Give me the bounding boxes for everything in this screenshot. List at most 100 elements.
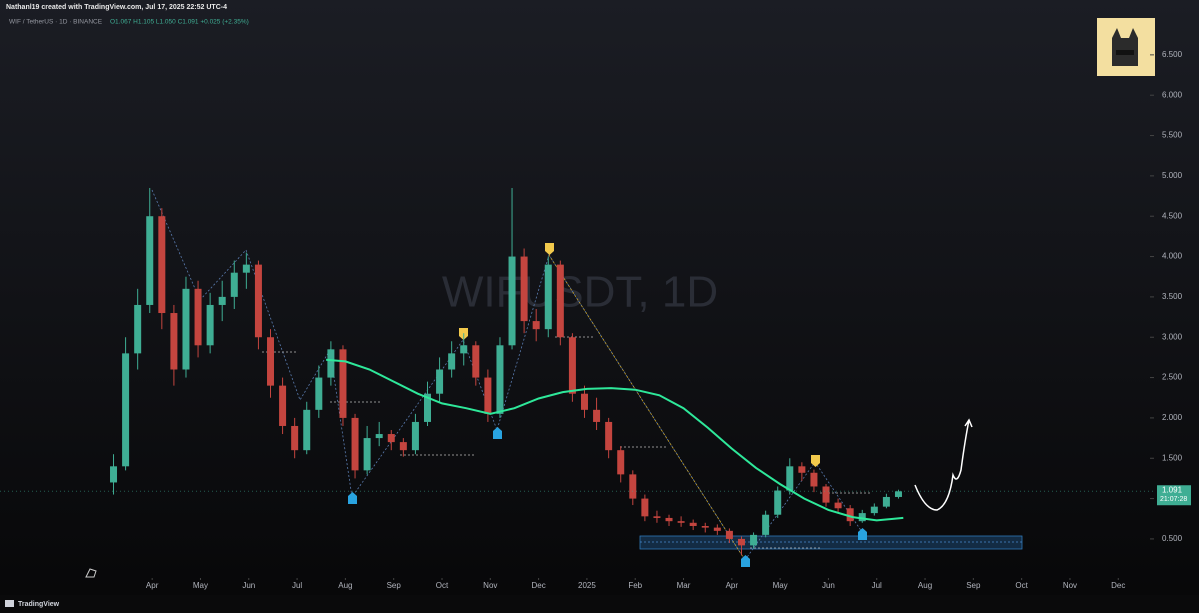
candle-body <box>556 264 564 338</box>
x-tick-label: May <box>193 581 208 590</box>
candle-body <box>291 425 299 451</box>
candle-body <box>810 472 818 487</box>
avatar <box>1097 18 1155 76</box>
candle-body <box>110 466 118 483</box>
y-tick-label: 4.000 <box>1162 252 1183 261</box>
candle-body <box>508 256 516 346</box>
symbol: WIF / TetherUS · 1D · BINANCE <box>9 19 103 26</box>
candle-body <box>351 417 359 471</box>
x-tick-label: Sep <box>387 581 402 590</box>
x-tick-label: Sep <box>966 581 981 590</box>
candle-body <box>882 496 890 507</box>
candle-body <box>206 304 214 346</box>
x-tick-label: Aug <box>338 581 352 590</box>
x-tick-label: Mar <box>677 581 691 590</box>
y-tick-label: 5.500 <box>1162 131 1183 140</box>
footer-logo: TradingView <box>18 601 60 608</box>
y-tick-label: 6.500 <box>1162 50 1183 59</box>
x-tick-label: Jun <box>242 581 255 590</box>
candle-body <box>605 421 613 451</box>
candle-body <box>315 377 323 410</box>
candle-body <box>617 450 625 475</box>
candle-body <box>472 345 480 378</box>
y-tick-label: 4.500 <box>1162 211 1183 220</box>
candle-body <box>230 272 238 297</box>
candle-body <box>182 288 190 370</box>
candle-body <box>122 353 130 467</box>
candle-body <box>846 508 854 522</box>
watermark: WIFUSDT, 1D <box>442 268 718 317</box>
y-tick-label: 3.000 <box>1162 332 1183 341</box>
candle-body <box>774 490 782 515</box>
candle-body <box>894 491 902 497</box>
y-tick-label: 2.000 <box>1162 413 1183 422</box>
y-tick-label: 0.500 <box>1162 534 1183 543</box>
last-price-tag <box>1157 485 1191 506</box>
candle-body <box>822 486 830 503</box>
candle-body <box>568 337 576 394</box>
candle-body <box>713 527 721 531</box>
x-tick-label: Apr <box>726 581 739 590</box>
candle-body <box>339 349 347 418</box>
y-tick-label: 5.000 <box>1162 171 1183 180</box>
candle-body <box>689 522 697 527</box>
projection-arrow <box>914 418 973 511</box>
candle-body <box>544 264 552 330</box>
dog-icon <box>85 568 97 578</box>
signal-markers <box>348 243 867 567</box>
candle-body <box>665 517 673 522</box>
candle-body <box>158 216 166 314</box>
candle-body <box>484 377 492 414</box>
candle-body <box>496 345 504 414</box>
candle-body <box>254 264 262 338</box>
last-price-label: 1.091 <box>1162 485 1183 494</box>
candle-body <box>653 516 661 518</box>
candle-body <box>870 506 878 514</box>
author-line: Nathanl19 created with TradingView.com, … <box>6 4 227 11</box>
x-tick-label: Jun <box>822 581 835 590</box>
candle-body <box>146 216 154 305</box>
candle-body <box>858 513 866 522</box>
candle-body <box>134 304 142 354</box>
candle-body <box>580 393 588 410</box>
candle-body <box>218 296 226 305</box>
x-tick-label: Nov <box>1063 581 1077 590</box>
candle-body <box>436 369 444 394</box>
plot: 0.5001.0001.5002.0002.5003.0003.5004.000… <box>0 50 1191 590</box>
x-tick-label: Oct <box>436 581 449 590</box>
candle-body <box>701 526 709 528</box>
candle-body <box>629 474 637 499</box>
candle-body <box>725 530 733 539</box>
candle-body <box>737 538 745 546</box>
candle-body <box>834 502 842 509</box>
candle-body <box>424 393 431 422</box>
candle-body <box>327 349 335 378</box>
x-tick-label: Dec <box>1111 581 1125 590</box>
x-tick-label: Nov <box>483 581 497 590</box>
candle-body <box>375 434 383 439</box>
candle-body <box>593 409 601 422</box>
x-tick-label: Jul <box>872 581 882 590</box>
x-tick-label: Jul <box>292 581 302 590</box>
annotations <box>151 189 1023 561</box>
candle-body <box>170 313 178 370</box>
x-tick-label: May <box>773 581 788 590</box>
y-tick-label: 6.000 <box>1162 90 1183 99</box>
ohlc: O1.067 H1.105 L1.050 C1.091 +0.025 (+2.3… <box>110 19 249 26</box>
candle-body <box>677 521 685 523</box>
y-tick-label: 1.500 <box>1162 453 1183 462</box>
candle-body <box>242 264 250 273</box>
candle-body <box>460 345 468 354</box>
candle-body <box>750 534 758 546</box>
candle-body <box>786 466 794 491</box>
candle-body <box>194 288 202 346</box>
x-tick-label: Aug <box>918 581 932 590</box>
candle-body <box>411 421 419 451</box>
candle-body <box>532 321 540 330</box>
x-tick-label: Apr <box>146 581 159 590</box>
candle-body <box>399 442 407 451</box>
footer-icon <box>5 600 14 607</box>
candle-body <box>641 498 649 517</box>
